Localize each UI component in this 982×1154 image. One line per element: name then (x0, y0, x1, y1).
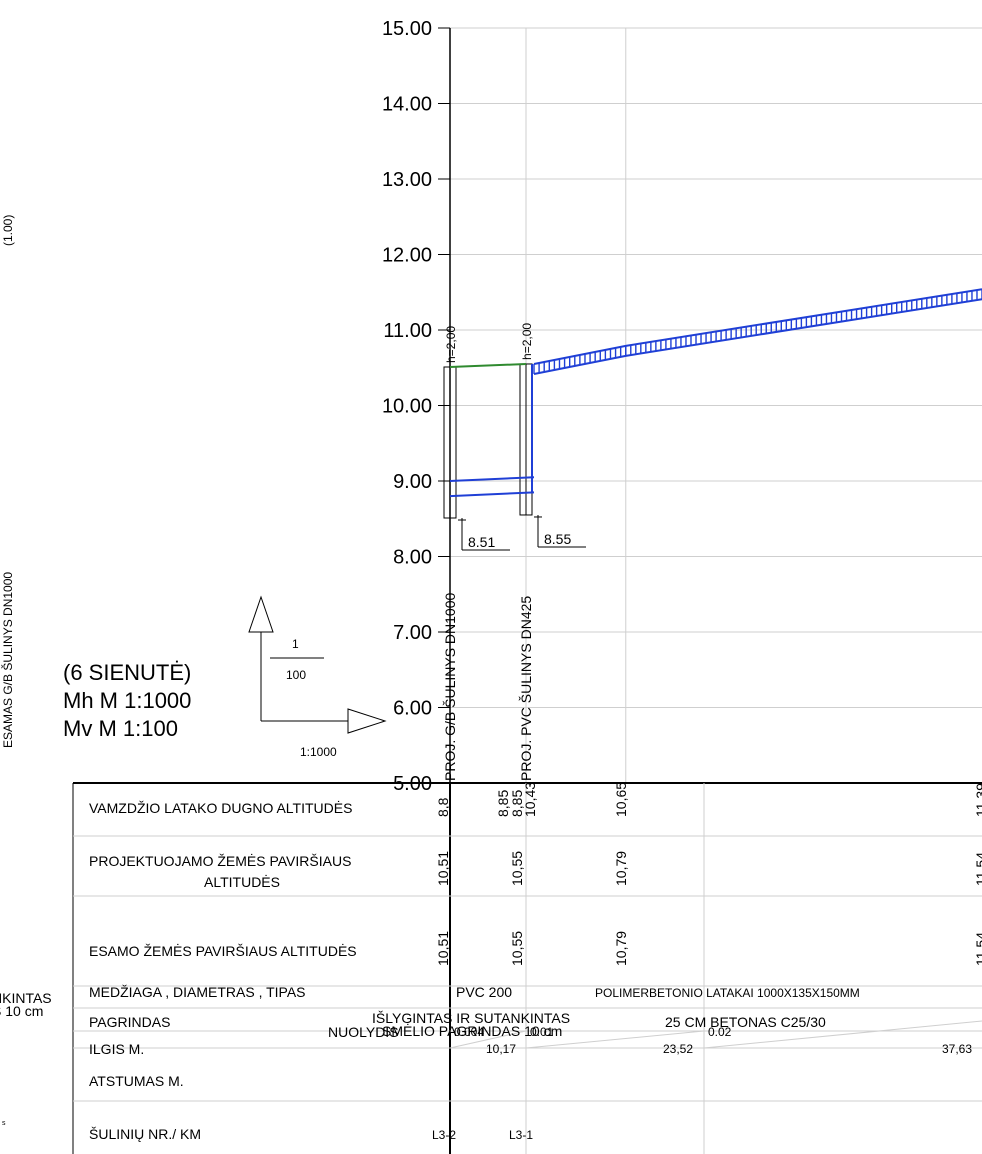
y-tick-label: 9.00 (393, 471, 432, 493)
y-tick-label: 11.00 (383, 320, 432, 342)
scale-fraction-den: 100 (286, 668, 306, 682)
section-label: (6 SIENUTĖ) (63, 660, 191, 685)
scale-horizontal: 1:1000 (300, 745, 337, 759)
y-tick-label: 13.00 (382, 169, 432, 191)
invert-value: 8,8 (435, 797, 451, 817)
existing-ground-value: 10,79 (613, 931, 629, 966)
invert-value: 11,39 (973, 783, 982, 817)
length-2: 23,52 (663, 1042, 693, 1056)
row-label-foundation: PAGRINDAS (89, 1014, 170, 1030)
row-label-distance: ATSTUMAS M. (89, 1073, 184, 1089)
y-axis: 15.00 14.00 13.00 12.00 11.00 10.00 9.00 8.00 7.… (382, 18, 450, 795)
manholes: h=2,00 PROJ. G/B ŠULINYS DN1000 8.51 h=2,00… (442, 323, 586, 781)
material-pvc: PVC 200 (456, 984, 512, 1000)
row-label-slope: NUOLYDIS (328, 1024, 399, 1040)
foundation-1: IŠLYGINTAS IR SUTANKINTAS (372, 1010, 570, 1026)
y-tick-label: 7.00 (393, 622, 432, 644)
row-label-length: ILGIS M. (89, 1041, 144, 1057)
channel-top (533, 288, 982, 365)
slope-2: 0.01 (530, 1025, 554, 1039)
design-ground-value: 10,79 (613, 851, 629, 886)
manhole-depth-label: h=2,00 (444, 326, 458, 363)
y-tick-label: 15.00 (382, 18, 432, 40)
existing-ground-value: 10,51 (435, 931, 451, 966)
y-tick-label: 14.00 (382, 94, 432, 116)
manhole-label: PROJ. PVC ŠULINYS DN425 (518, 596, 534, 781)
material-latakai: POLIMERBETONIO LATAKAI 1000X135X150MM (595, 986, 860, 1000)
well-2: L3-1 (509, 1128, 533, 1142)
data-table: VAMZDŽIO LATAKO DUGNO ALTITUDĖS PROJEKTU… (72, 782, 982, 1154)
design-ground-value: 10,55 (509, 851, 525, 886)
scale-fraction-num: 1 (292, 637, 299, 651)
length-1: 10,17 (486, 1042, 516, 1056)
left-top-vertical-text: (1.00) (1, 215, 15, 246)
slope-diagonal (525, 1030, 705, 1049)
length-3: 37,63 (942, 1042, 972, 1056)
left-clip-small: s (2, 1120, 6, 1127)
manhole-bottom-label: 8.51 (468, 534, 495, 550)
design-ground-value: 10,51 (435, 851, 451, 886)
ground-line-green (449, 362, 527, 368)
manhole-label: PROJ. G/B ŠULINYS DN1000 (442, 592, 458, 781)
slope-diagonal (703, 1020, 982, 1049)
y-tick-label: 12.00 (382, 245, 432, 267)
row-label-material: MEDŽIAGA , DIAMETRAS , TIPAS (89, 984, 306, 1000)
left-clip-line-1: NKINTAS (0, 990, 52, 1006)
row-label-invert: VAMZDŽIO LATAKO DUGNO ALTITUDĖS (89, 799, 352, 816)
row-label-existing: ESAMO ŽEMĖS PAVIRŠIAUS ALTITUDĖS (89, 942, 357, 959)
manhole-bottom-label: 8.55 (544, 531, 571, 547)
left-vertical-text: ESAMAS G/B ŠULINYS DN1000 (0, 572, 15, 748)
existing-ground-value: 10,55 (509, 931, 525, 966)
invert-value: 8,85 (509, 790, 525, 817)
y-tick-label: 10.00 (382, 396, 432, 418)
existing-ground-value: 11,54 (973, 932, 982, 966)
foundation-2: SMĖLIO PAGRINDAS 10 cm (382, 1022, 562, 1039)
invert-value: 10,43 (522, 782, 538, 817)
well-1: L3-2 (432, 1128, 456, 1142)
invert-value: 8,85 (495, 790, 511, 817)
profile-lines (449, 288, 982, 498)
y-tick-label: 6.00 (393, 698, 432, 720)
design-ground-value: 11,54 (973, 852, 982, 886)
slope-diagonal (449, 1030, 527, 1049)
row-label-design-2: ALTITUDĖS (204, 873, 280, 890)
pipe-line (449, 491, 535, 498)
row-label-wells: ŠULINIŲ NR./ KM (89, 1126, 201, 1142)
y-tick-label: 8.00 (393, 547, 432, 569)
row-label-design: PROJEKTUOJAMO ŽEMĖS PAVIRŠIAUS (89, 852, 351, 869)
slope-3: 0.02 (708, 1025, 732, 1039)
scale-mh: Mh M 1:1000 (63, 688, 191, 713)
foundation-3: 25 CM BETONAS C25/30 (665, 1014, 826, 1030)
left-clip-line-2: S 10 cm (0, 1003, 43, 1019)
invert-value: 10,65 (613, 782, 629, 817)
slope-1: 0.004 (454, 1025, 484, 1039)
scale-indicator: 1 100 1:1000 (248, 595, 387, 759)
channel-bottom (533, 298, 982, 375)
scale-mv: Mv M 1:100 (63, 716, 178, 741)
pipe-line (449, 476, 535, 482)
manhole-depth-label: h=2,00 (520, 323, 534, 360)
